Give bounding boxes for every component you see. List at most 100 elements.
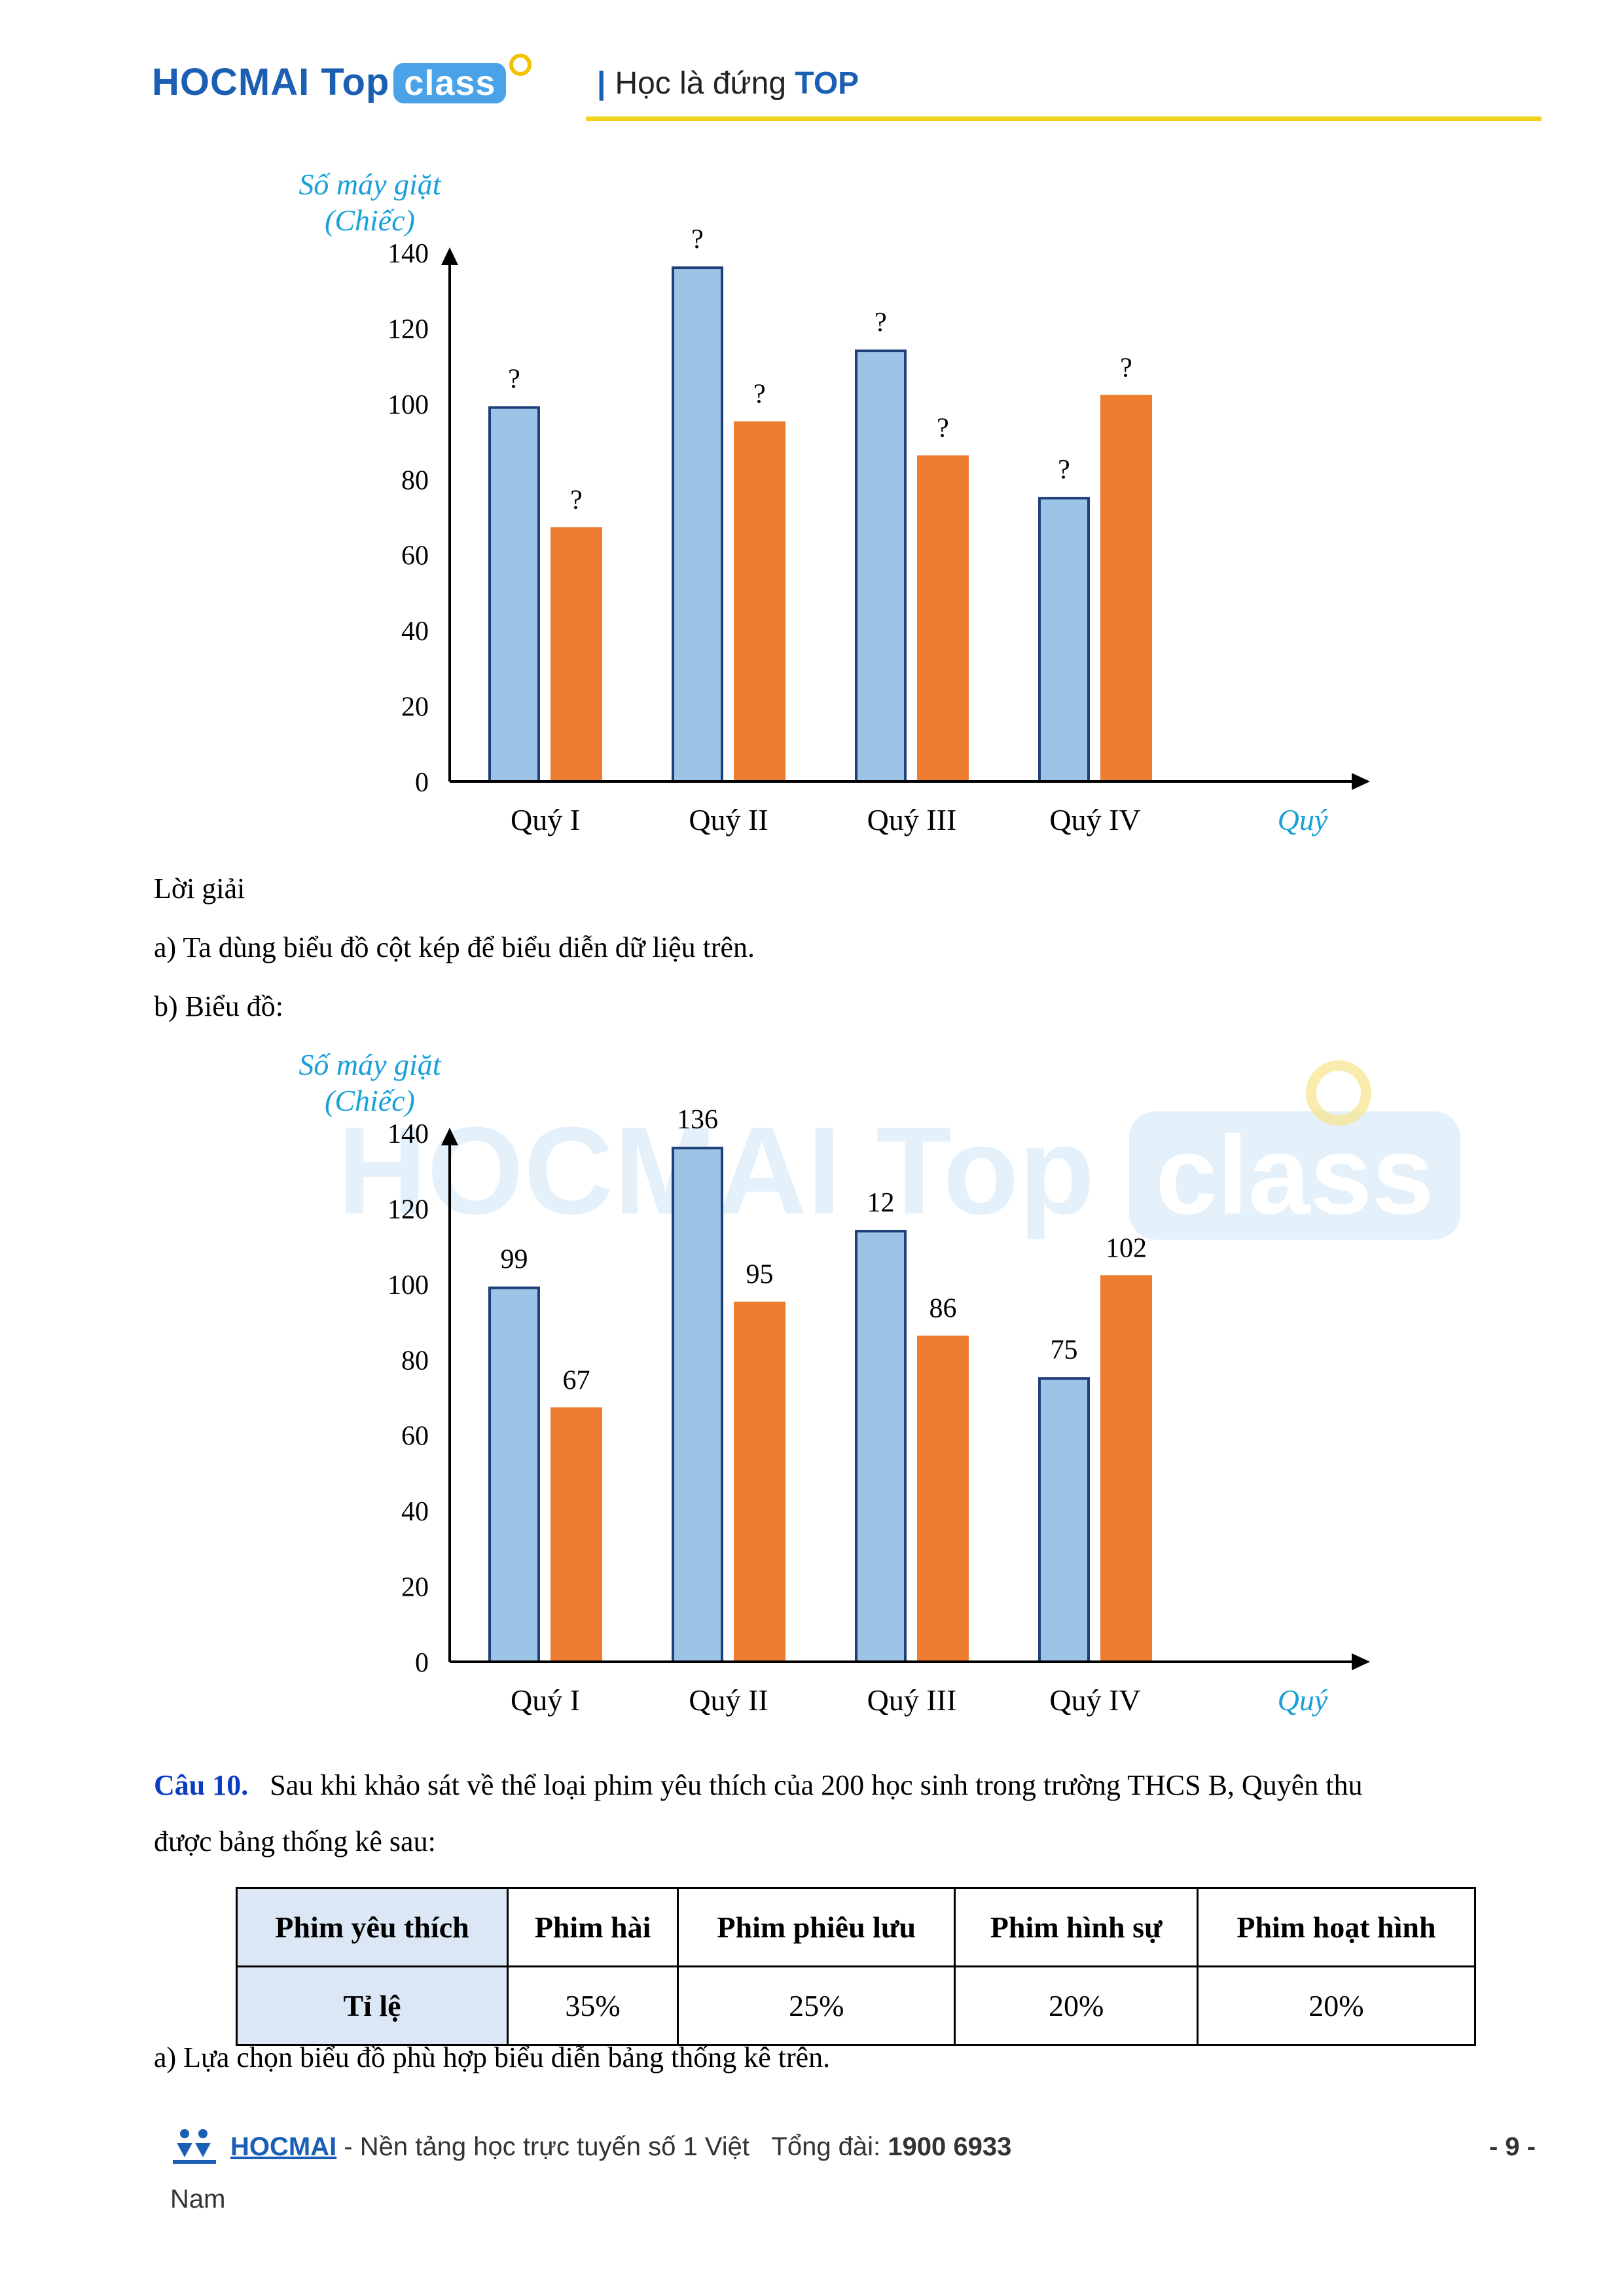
y-tick-label: 100 — [388, 1270, 429, 1300]
table-row: Tỉ lệ 35% 25% 20% 20% — [235, 1965, 1477, 2046]
slogan-emph: TOP — [795, 66, 859, 101]
table-cell: 25% — [677, 1965, 956, 2046]
y-tick-label: 120 — [388, 314, 429, 344]
bar — [1038, 1377, 1090, 1664]
solution-title: Lời giải — [154, 872, 245, 905]
sun-icon — [509, 54, 532, 76]
y-tick-label: 0 — [415, 1648, 429, 1678]
table-cell: 35% — [507, 1965, 679, 2046]
divider-icon: | — [597, 66, 606, 101]
y-tick-label: 60 — [401, 1422, 429, 1452]
x-tick-label: Quý II — [689, 803, 768, 836]
table-cell: Tỉ lệ — [235, 1965, 509, 2046]
page-number: - 9 - — [1489, 2132, 1536, 2161]
x-tick-label: Quý IV — [1049, 1683, 1140, 1717]
brand-logo: HOCMAI Top class — [152, 60, 507, 104]
question10-label: Câu 10. — [154, 1769, 249, 1801]
y-axis-unit: (Chiếc) — [325, 204, 415, 237]
y-tick-label: 140 — [388, 239, 429, 269]
slogan: | Học là đứng TOP — [597, 65, 859, 101]
bar-data-label: 86 — [929, 1294, 957, 1324]
bar-data-label: 136 — [677, 1105, 718, 1135]
x-tick-label: Quý I — [511, 1683, 580, 1717]
y-tick-label: 60 — [401, 541, 429, 571]
question10-part-a: a) Lựa chọn biểu đồ phù hợp biểu diễn bả… — [154, 2041, 831, 2073]
footer-tagline: - Nền tảng học trực tuyến số 1 Việt — [336, 2132, 750, 2161]
bar-data-label: ? — [691, 224, 704, 255]
bar-data-label: 95 — [746, 1260, 774, 1290]
footer-tagline-cont: Nam — [170, 2185, 226, 2214]
footer-hotline-label: Tổng đài: — [771, 2132, 888, 2161]
table-cell: Phim hoạt hình — [1196, 1887, 1477, 1967]
x-axis-label: Quý — [1278, 1683, 1328, 1717]
solution-part-b: b) Biểu đồ: — [154, 990, 283, 1022]
bar — [488, 406, 540, 783]
bar — [1100, 1275, 1152, 1663]
x-tick-label: Quý III — [867, 803, 957, 836]
bar-data-label: 67 — [563, 1365, 590, 1395]
table-cell: 20% — [954, 1965, 1199, 2046]
x-axis-label: Quý — [1278, 803, 1328, 836]
x-tick-label: Quý IV — [1049, 803, 1140, 836]
brand-main: HOCMAI Top — [152, 61, 390, 103]
y-axis-label: Số máy giặt — [298, 1048, 441, 1081]
footer-hotline: 1900 6933 — [888, 2132, 1012, 2161]
slogan-prefix: Học là đứng — [615, 66, 787, 101]
chart-svg: Số máy giặt(Chiếc) 0 20 40 60 80 100 120 140 99 67… — [298, 1048, 1370, 1717]
footer-brand-link[interactable]: HOCMAI — [230, 2132, 337, 2161]
bar — [734, 1301, 785, 1663]
bar — [672, 266, 723, 783]
y-tick-label: 40 — [401, 617, 429, 647]
bar — [550, 1407, 602, 1663]
x-axis-arrow-icon — [1352, 773, 1370, 790]
bar-data-label: ? — [875, 308, 887, 338]
bar — [550, 527, 602, 783]
brand-class-badge: class — [393, 63, 507, 103]
table-cell: Phim hài — [507, 1887, 679, 1967]
header-underline — [586, 117, 1542, 121]
table-cell: 20% — [1196, 1965, 1477, 2046]
question10-line2: được bảng thống kê sau: — [154, 1825, 436, 1857]
bar-data-label: ? — [570, 485, 583, 515]
y-tick-label: 40 — [401, 1497, 429, 1527]
bar — [917, 1335, 969, 1664]
footer-line: HOCMAI - Nền tảng học trực tuyến số 1 Vi… — [230, 2132, 1011, 2162]
stats-table: Phim yêu thích Phim hài Phim phiêu lưu P… — [235, 1887, 1477, 2046]
y-tick-label: 80 — [401, 1346, 429, 1376]
y-tick-label: 120 — [388, 1194, 429, 1225]
bar — [855, 350, 907, 783]
x-tick-label: Quý I — [511, 803, 580, 836]
question10-text: Sau khi khảo sát về thể loại phim yêu th… — [270, 1769, 1363, 1801]
bar — [488, 1286, 540, 1663]
question10-line1: Câu 10. Sau khi khảo sát về thể loại phi… — [154, 1768, 1362, 1802]
table-cell: Phim yêu thích — [235, 1887, 509, 1967]
y-axis-arrow-icon — [441, 247, 458, 265]
bar-data-label: 99 — [501, 1245, 528, 1275]
bar-data-label: 102 — [1106, 1233, 1147, 1263]
y-axis-unit: (Chiếc) — [325, 1084, 415, 1117]
bar — [1038, 497, 1090, 783]
y-tick-label: 20 — [401, 692, 429, 723]
y-tick-label: 20 — [401, 1573, 429, 1603]
y-tick-label: 140 — [388, 1119, 429, 1149]
bar — [672, 1147, 723, 1664]
x-axis-arrow-icon — [1352, 1653, 1370, 1670]
bar-data-label: 75 — [1051, 1335, 1078, 1365]
bar-data-label: ? — [937, 414, 949, 444]
bar — [855, 1230, 907, 1663]
y-tick-label: 100 — [388, 390, 429, 420]
table-row: Phim yêu thích Phim hài Phim phiêu lưu P… — [235, 1887, 1477, 1967]
bar-chart-solution: Số máy giặt (Chiếc) 0 20 40 60 80 100 120 140 99 67… — [0, 880, 1624, 1744]
bar-data-label: ? — [508, 365, 520, 395]
bar-data-label: ? — [1058, 455, 1070, 485]
y-tick-label: 0 — [415, 768, 429, 798]
bar — [734, 421, 785, 783]
y-tick-label: 80 — [401, 465, 429, 495]
bar-data-label: ? — [753, 380, 766, 410]
bar-data-label: 12 — [867, 1188, 895, 1218]
x-tick-label: Quý III — [867, 1683, 957, 1717]
bar — [917, 455, 969, 783]
x-tick-label: Quý II — [689, 1683, 768, 1717]
bar-chart-questions: Số máy giặt (Chiếc) 0 20 40 60 80 100 120 140?? Qu… — [0, 0, 1624, 864]
hocmai-logo-icon — [173, 2129, 216, 2164]
